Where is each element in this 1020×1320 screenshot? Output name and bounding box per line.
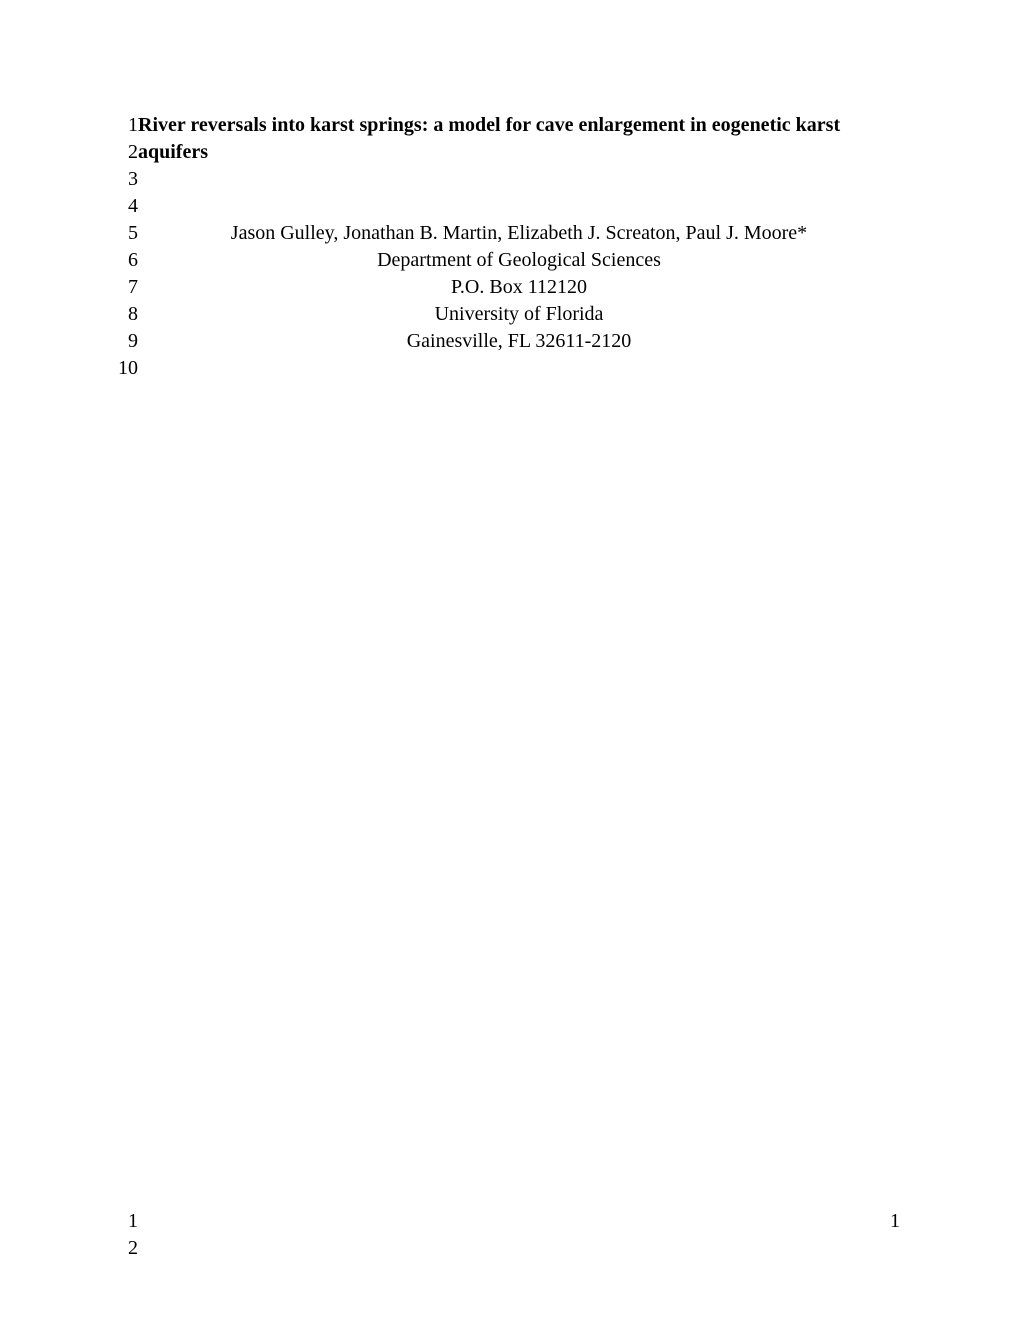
line-5: 5 Jason Gulley, Jonathan B. Martin, Eliz… [108, 220, 900, 247]
title-text-line2: aquifers [138, 139, 900, 166]
line-3: 3 [108, 166, 900, 193]
page-number: 1 [138, 1208, 900, 1235]
line-4: 4 [108, 193, 900, 220]
line-number: 10 [108, 355, 138, 382]
line-number: 2 [108, 139, 138, 166]
footer-line-1: 1 1 [108, 1208, 900, 1235]
line-1: 1 River reversals into karst springs: a … [108, 112, 900, 139]
footer-left-number: 1 [108, 1208, 138, 1235]
document-page: 1 River reversals into karst springs: a … [0, 0, 1020, 1320]
line-number: 6 [108, 247, 138, 274]
page-footer: 1 1 2 [108, 1208, 900, 1262]
line-8: 8 University of Florida [108, 301, 900, 328]
pobox-text: P.O. Box 112120 [138, 274, 900, 301]
line-number: 1 [108, 112, 138, 139]
line-2: 2 aquifers [108, 139, 900, 166]
title-text-line1: River reversals into karst springs: a mo… [138, 112, 900, 139]
line-number: 9 [108, 328, 138, 355]
line-9: 9 Gainesville, FL 32611-2120 [108, 328, 900, 355]
line-number: 4 [108, 193, 138, 220]
line-number: 3 [108, 166, 138, 193]
line-7: 7 P.O. Box 112120 [108, 274, 900, 301]
university-text: University of Florida [138, 301, 900, 328]
footer-line-2: 2 [108, 1235, 900, 1262]
authors-text: Jason Gulley, Jonathan B. Martin, Elizab… [138, 220, 900, 247]
line-6: 6 Department of Geological Sciences [108, 247, 900, 274]
line-number: 7 [108, 274, 138, 301]
line-number: 5 [108, 220, 138, 247]
line-10: 10 [108, 355, 900, 382]
department-text: Department of Geological Sciences [138, 247, 900, 274]
line-number: 8 [108, 301, 138, 328]
footer-left-number: 2 [108, 1235, 138, 1262]
address-text: Gainesville, FL 32611-2120 [138, 328, 900, 355]
